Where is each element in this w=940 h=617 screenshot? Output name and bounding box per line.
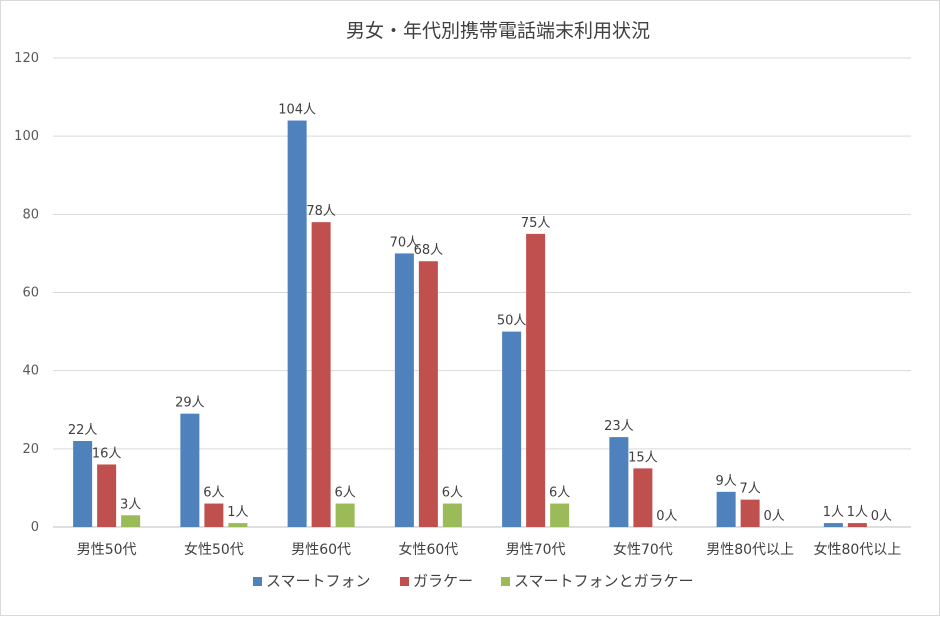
- x-category-label: 男性70代: [506, 542, 566, 558]
- data-label: 6人: [549, 486, 570, 501]
- bar-1-8: [823, 523, 843, 527]
- y-tick-label: 120: [14, 51, 39, 66]
- data-label: 6人: [334, 486, 355, 501]
- bar-2-1: [97, 464, 117, 527]
- data-label: 75人: [521, 216, 551, 231]
- bar-2-8: [847, 523, 867, 527]
- bar-1-2: [180, 413, 200, 527]
- data-label: 0人: [763, 509, 784, 524]
- data-label: 29人: [175, 396, 205, 411]
- legend-swatch: [253, 577, 262, 586]
- bars: [73, 120, 867, 528]
- bar-3-4: [442, 503, 462, 527]
- bar-2-3: [311, 222, 331, 527]
- data-label: 9人: [715, 474, 736, 489]
- legend-label: スマートフォンとガラケー: [514, 572, 694, 590]
- bar-2-5: [526, 233, 546, 527]
- data-label: 78人: [306, 204, 336, 219]
- data-label: 0人: [656, 509, 677, 524]
- legend-label: ガラケー: [413, 572, 473, 590]
- chart-title: 男女・年代別携帯電話端末利用状況: [346, 20, 650, 42]
- x-category-label: 男性50代: [77, 542, 137, 558]
- y-axis-ticks: 0 20 40 60 80 100 120: [14, 51, 39, 535]
- data-label: 6人: [442, 486, 463, 501]
- data-label: 1人: [823, 505, 844, 520]
- data-label: 1人: [847, 505, 868, 520]
- data-label: 22人: [68, 423, 98, 438]
- data-label: 3人: [120, 497, 141, 512]
- data-label: 6人: [203, 486, 224, 501]
- x-category-label: 女性80代以上: [813, 541, 901, 558]
- bar-3-1: [121, 515, 141, 527]
- data-label: 7人: [739, 482, 760, 497]
- legend-swatch: [501, 577, 510, 586]
- bar-3-2: [228, 523, 248, 527]
- bar-2-4: [418, 261, 438, 527]
- bar-2-2: [204, 503, 224, 527]
- x-category-label: 男性80代以上: [706, 542, 794, 558]
- bar-1-7: [716, 491, 736, 527]
- y-tick-label: 60: [22, 286, 39, 301]
- bar-3-5: [550, 503, 570, 527]
- data-label: 70人: [390, 235, 420, 250]
- y-tick-label: 100: [14, 129, 39, 144]
- data-label: 50人: [497, 314, 527, 329]
- legend-label: スマートフォン: [266, 572, 371, 590]
- data-label: 68人: [414, 243, 444, 258]
- y-tick-label: 40: [22, 364, 39, 379]
- data-label: 16人: [92, 446, 122, 461]
- legend-swatch: [400, 577, 409, 586]
- legend: スマートフォン ガラケー スマートフォンとガラケー: [253, 572, 694, 590]
- bar-3-3: [335, 503, 355, 527]
- bar-1-1: [73, 441, 93, 527]
- y-tick-label: 80: [22, 207, 39, 222]
- bar-1-5: [502, 331, 522, 527]
- bar-1-4: [394, 253, 414, 527]
- data-label: 0人: [871, 509, 892, 524]
- data-label: 23人: [604, 419, 634, 434]
- bar-2-6: [633, 468, 653, 527]
- bar-1-6: [609, 437, 629, 527]
- y-tick-label: 20: [22, 442, 39, 457]
- x-category-label: 男性60代: [291, 542, 351, 558]
- x-category-label: 女性60代: [398, 541, 458, 558]
- x-axis-categories: 男性50代 女性50代 男性60代 女性60代 男性70代 女性70代 男性80代以上 女性8…: [77, 541, 902, 558]
- x-category-label: 女性50代: [184, 541, 244, 558]
- x-category-label: 女性70代: [613, 541, 673, 558]
- data-label: 15人: [628, 450, 658, 465]
- data-label: 1人: [227, 505, 248, 520]
- bar-1-3: [287, 120, 307, 528]
- data-label: 104人: [278, 103, 316, 118]
- y-tick-label: 0: [31, 520, 39, 535]
- data-labels: 22人16人3人29人6人1人104人78人6人70人68人6人50人75人6人…: [68, 103, 892, 524]
- bar-2-7: [740, 499, 760, 527]
